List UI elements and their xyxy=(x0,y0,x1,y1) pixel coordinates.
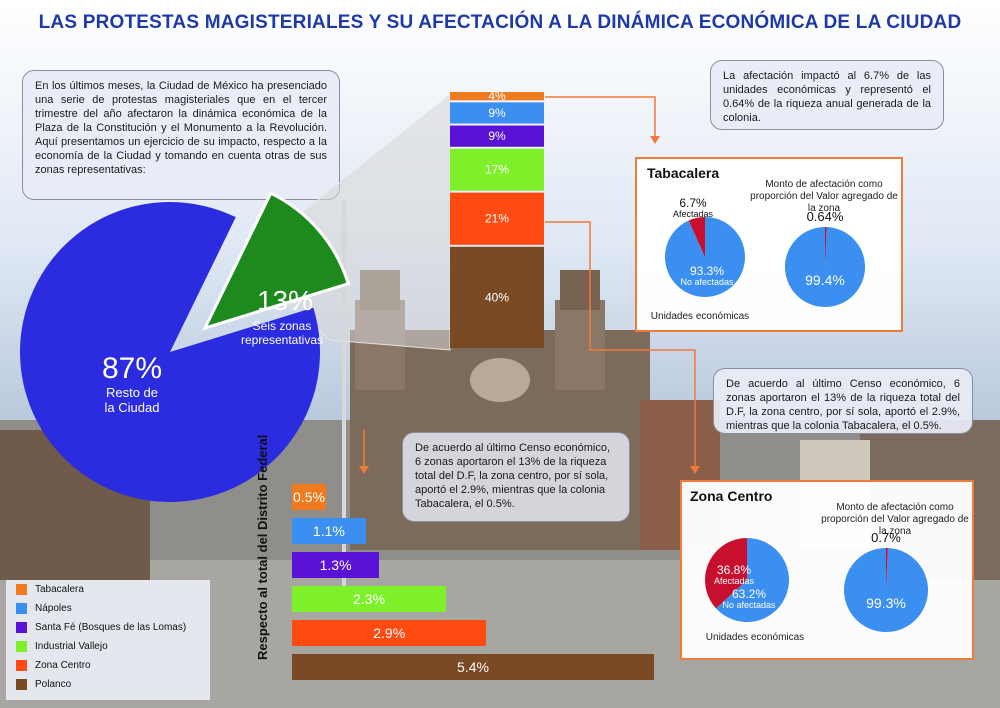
arrow-head-zona-centro xyxy=(690,466,700,474)
stack-label-2: 9% xyxy=(488,129,506,143)
hbar-3: 2.3% xyxy=(292,586,447,612)
hbar-1: 1.1% xyxy=(292,518,366,544)
legend-label: Nápoles xyxy=(35,603,72,614)
legend-item: Industrial Vallejo xyxy=(6,637,210,656)
pie-label-resto-line2: la Ciudad xyxy=(105,400,160,415)
page-title: LAS PROTESTAS MAGISTERIALES Y SU AFECTAC… xyxy=(38,12,962,33)
stack-label-3: 17% xyxy=(485,163,509,177)
pie-label-resto-line1: Resto de xyxy=(106,385,158,400)
legend-swatch xyxy=(16,641,27,652)
panel-title: Tabacalera xyxy=(647,165,720,181)
stack-segment-3 xyxy=(450,148,544,191)
pie1-rest-value: 63.2% xyxy=(732,587,766,601)
legend-swatch xyxy=(16,584,27,595)
stacked-bar-chart: 4% 9% 9% 17% 21% 40% xyxy=(450,89,544,348)
pie-label-resto-value: 87% xyxy=(102,352,162,385)
pie1-caption: Unidades económicas xyxy=(705,632,805,643)
pie-label-seis-line2: representativas xyxy=(241,333,323,347)
pie2-small-value: 0.7% xyxy=(871,530,901,545)
stack-segment-0 xyxy=(450,92,544,101)
pie1-rest-label: No afectadas xyxy=(722,600,776,610)
pie-slice-seis-zonas xyxy=(202,191,351,331)
legend-item: Santa Fé (Bosques de las Lomas) xyxy=(6,618,210,637)
stack-segment-4 xyxy=(450,192,544,245)
pie2-slice-rest xyxy=(844,548,928,632)
horizontal-bar-chart: 0.5% 1.1% 1.3% 2.3% 2.9% 5.4% xyxy=(292,484,672,694)
stack-segment-5 xyxy=(450,246,544,348)
hbar-0: 0.5% xyxy=(292,484,326,510)
stack-label-0: 4% xyxy=(488,89,506,103)
connector-arrow-zona-centro xyxy=(545,221,696,468)
pie1-slice-no-afectadas xyxy=(716,538,789,622)
pie-slice-resto xyxy=(19,201,321,503)
pie2-rest-value: 99.3% xyxy=(866,595,906,611)
legend-label: Tabacalera xyxy=(35,584,84,595)
pie1-affected-value: 6.7% xyxy=(679,196,707,210)
hbar-4: 2.9% xyxy=(292,620,487,646)
connector-arrow-tabacalera xyxy=(545,96,656,138)
legend-item: Nápoles xyxy=(6,599,210,618)
pie1-caption: Unidades económicas xyxy=(650,311,750,322)
pie1-affected-label: Afectadas xyxy=(673,209,714,219)
pie1-rest-value: 93.3% xyxy=(690,264,724,278)
pie1-slice-afectadas xyxy=(705,538,747,609)
note-top-right: La afectación impactó al 6.7% de las uni… xyxy=(710,60,944,130)
note-middle-right: De acuerdo al último Censo económico, 6 … xyxy=(713,368,973,434)
pie1-rest-label: No afectadas xyxy=(680,277,734,287)
stack-segment-1 xyxy=(450,102,544,124)
tabacalera-pies: 6.7%Afectadas 93.3%No afectadas 0.64% 99.4% xyxy=(665,196,865,307)
arrow-head-tabacalera xyxy=(650,136,660,144)
pie2-small-value: 0.64% xyxy=(807,209,844,224)
panel-title: Zona Centro xyxy=(690,488,773,504)
pie1-slice-afectadas xyxy=(688,217,705,257)
pie2-caption: Monto de afectación como proporción del … xyxy=(750,179,898,214)
pie2-caption: Monto de afectación como proporción del … xyxy=(821,502,969,537)
legend-swatch xyxy=(16,622,27,633)
pie2-slice-affected xyxy=(886,548,888,590)
legend-item: Zona Centro xyxy=(6,656,210,675)
note-center: De acuerdo al último Censo económico, 6 … xyxy=(402,432,630,522)
legend-label: Polanco xyxy=(35,679,72,690)
legend-label: Santa Fé (Bosques de las Lomas) xyxy=(35,622,187,633)
legend-swatch xyxy=(16,603,27,614)
stack-label-4: 21% xyxy=(485,212,509,226)
pie-label-seis-value: 13% xyxy=(257,285,313,316)
pie1-affected-label: Afectadas xyxy=(714,576,755,586)
stack-label-1: 9% xyxy=(488,106,506,120)
pie1-affected-value: 36.8% xyxy=(717,563,751,577)
pie2-rest-value: 99.4% xyxy=(805,272,845,288)
panel-zona-centro: Zona Centro Monto de afectación como pro… xyxy=(680,480,974,660)
hbar-5: 5.4% xyxy=(292,654,654,680)
panel-tabacalera: Tabacalera Monto de afectación como prop… xyxy=(635,157,903,332)
stack-label-5: 40% xyxy=(485,290,509,304)
arrow-head-hbar xyxy=(359,466,369,474)
pie-label-seis-line1: Seis zonas xyxy=(253,319,312,333)
legend-label: Industrial Vallejo xyxy=(35,641,108,652)
pie2-slice-affected xyxy=(825,227,827,267)
stack-segment-2 xyxy=(450,125,544,147)
legend-item: Polanco xyxy=(6,675,210,694)
legend-item: Tabacalera xyxy=(6,580,210,599)
hbar-2: 1.3% xyxy=(292,552,380,578)
legend-swatch xyxy=(16,660,27,671)
intro-text: En los últimos meses, la Ciudad de Méxic… xyxy=(22,70,340,200)
vertical-axis-label: Respecto al total del Distrito Federal xyxy=(255,434,270,660)
legend-label: Zona Centro xyxy=(35,660,91,671)
legend-swatch xyxy=(16,679,27,690)
legend: Tabacalera Nápoles Santa Fé (Bosques de la… xyxy=(6,580,210,700)
